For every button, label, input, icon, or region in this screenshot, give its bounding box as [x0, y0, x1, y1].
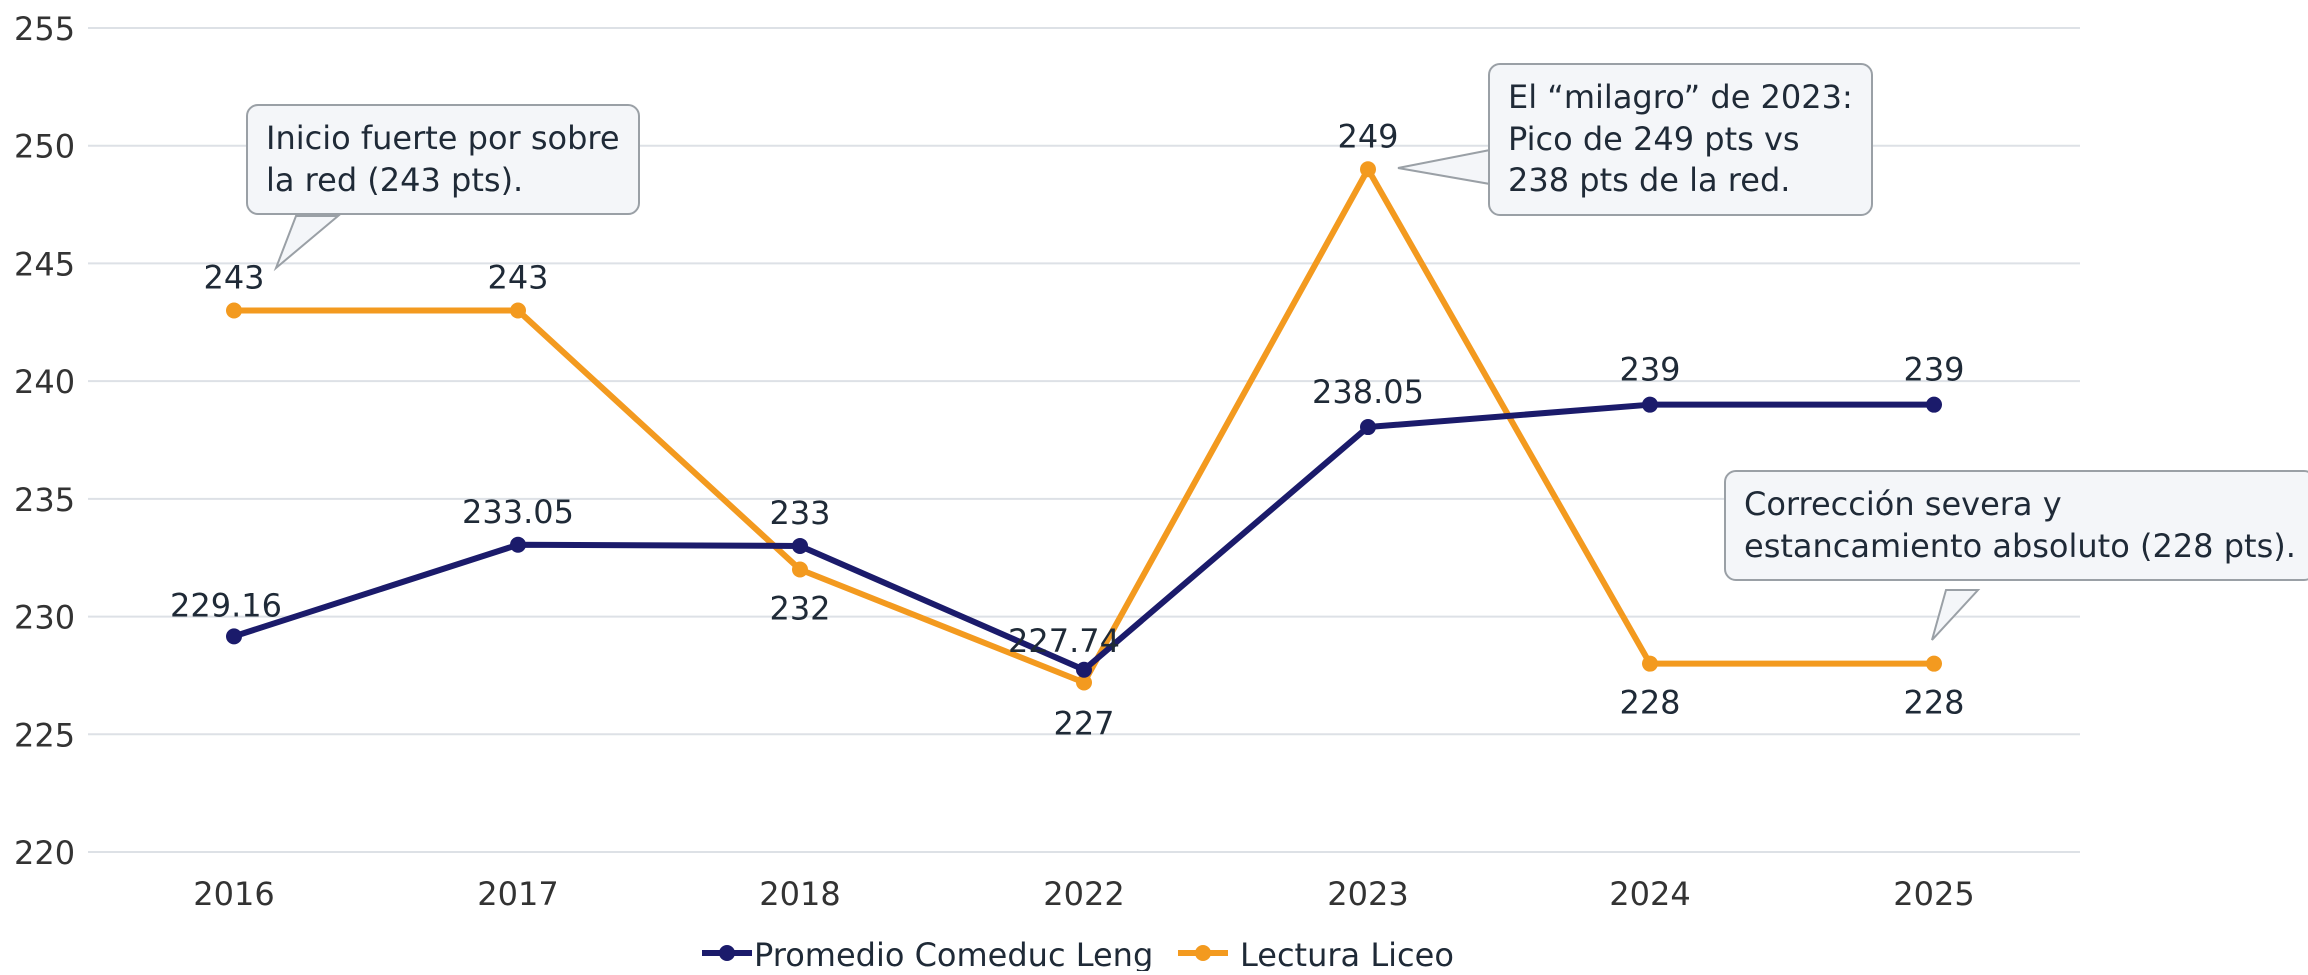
data-label: 239 [1903, 351, 1964, 389]
x-tick-label: 2024 [1609, 875, 1690, 913]
annotation-correction: Corrección severa y estancamiento absolu… [1724, 470, 2308, 582]
x-tick-label: 2017 [477, 875, 558, 913]
legend[interactable]: Promedio Comeduc Leng Lectura Liceo [702, 936, 1454, 974]
annotation-line: la red (243 pts). [266, 160, 524, 199]
x-tick-label: 2025 [1893, 875, 1974, 913]
data-label: 243 [487, 259, 548, 297]
data-point [226, 628, 242, 645]
data-point [1360, 419, 1376, 436]
data-label: 238.05 [1312, 373, 1424, 411]
data-point [510, 302, 526, 319]
data-point [1642, 655, 1658, 672]
data-point [510, 536, 526, 553]
data-label: 243 [203, 259, 264, 297]
data-label: 249 [1337, 117, 1398, 155]
y-axis-tick-labels: 220 225 230 235 240 245 250 255 [14, 10, 75, 872]
data-point [1926, 655, 1942, 672]
data-label: 239 [1619, 351, 1680, 389]
y-tick-label: 240 [14, 363, 75, 401]
data-label: 227 [1053, 704, 1114, 742]
series-lines [233, 166, 1934, 686]
data-points [226, 161, 1942, 691]
callout-tail [273, 215, 341, 272]
annotation-strong-start: Inicio fuerte por sobre la red (243 pts)… [246, 104, 640, 216]
data-point [226, 302, 242, 319]
y-tick-label: 220 [14, 834, 75, 872]
legend-swatch-marker [1195, 945, 1211, 961]
annotation-line: El “milagro” de 2023: [1508, 78, 1853, 116]
data-label: 229.16 [170, 586, 282, 624]
callout-tail [1931, 589, 1981, 641]
annotation-2023-peak: El “milagro” de 2023: Pico de 249 pts vs… [1488, 63, 1873, 216]
callout-tail [1397, 148, 1491, 186]
data-point [1926, 396, 1942, 413]
data-point [1360, 161, 1376, 178]
y-tick-label: 235 [14, 481, 75, 519]
x-tick-label: 2023 [1327, 875, 1408, 913]
y-tick-label: 255 [14, 10, 75, 48]
y-tick-label: 250 [14, 128, 75, 166]
data-label: 233.05 [462, 493, 574, 531]
y-tick-label: 225 [14, 716, 75, 754]
y-tick-label: 245 [14, 245, 75, 283]
data-label: 227.74 [1008, 622, 1120, 660]
y-tick-label: 230 [14, 599, 75, 637]
legend-label: Lectura Liceo [1240, 936, 1454, 971]
series-line-lectura [234, 166, 1934, 686]
x-axis-tick-labels: 2016 2017 2018 2022 2023 2024 2025 [193, 875, 1974, 913]
annotation-line: Inicio fuerte por sobre [266, 119, 620, 157]
callout-tails [273, 148, 1981, 641]
annotation-line: Corrección severa y [1744, 485, 2062, 523]
data-label: 232 [769, 589, 830, 627]
x-tick-label: 2022 [1043, 875, 1124, 913]
annotation-line: 238 pts de la red. [1508, 161, 1791, 200]
data-point [1076, 661, 1092, 678]
data-point [1076, 674, 1092, 691]
data-point [792, 561, 808, 578]
data-label: 228 [1903, 684, 1964, 722]
annotation-line: Pico de 249 pts vs [1508, 119, 1800, 158]
data-labels: 229.16 233.05 233 227.74 238.05 239 239 243 243 2… [170, 117, 1965, 742]
legend-label: Promedio Comeduc Leng [754, 936, 1153, 971]
x-tick-label: 2018 [759, 875, 840, 913]
legend-swatch-marker [719, 945, 735, 961]
x-tick-label: 2016 [193, 875, 274, 913]
data-label: 233 [769, 494, 830, 532]
data-point [792, 537, 808, 554]
annotation-line: estancamiento absoluto (228 pts). [1744, 526, 2296, 565]
data-label: 228 [1619, 684, 1680, 722]
data-point [1642, 396, 1658, 413]
